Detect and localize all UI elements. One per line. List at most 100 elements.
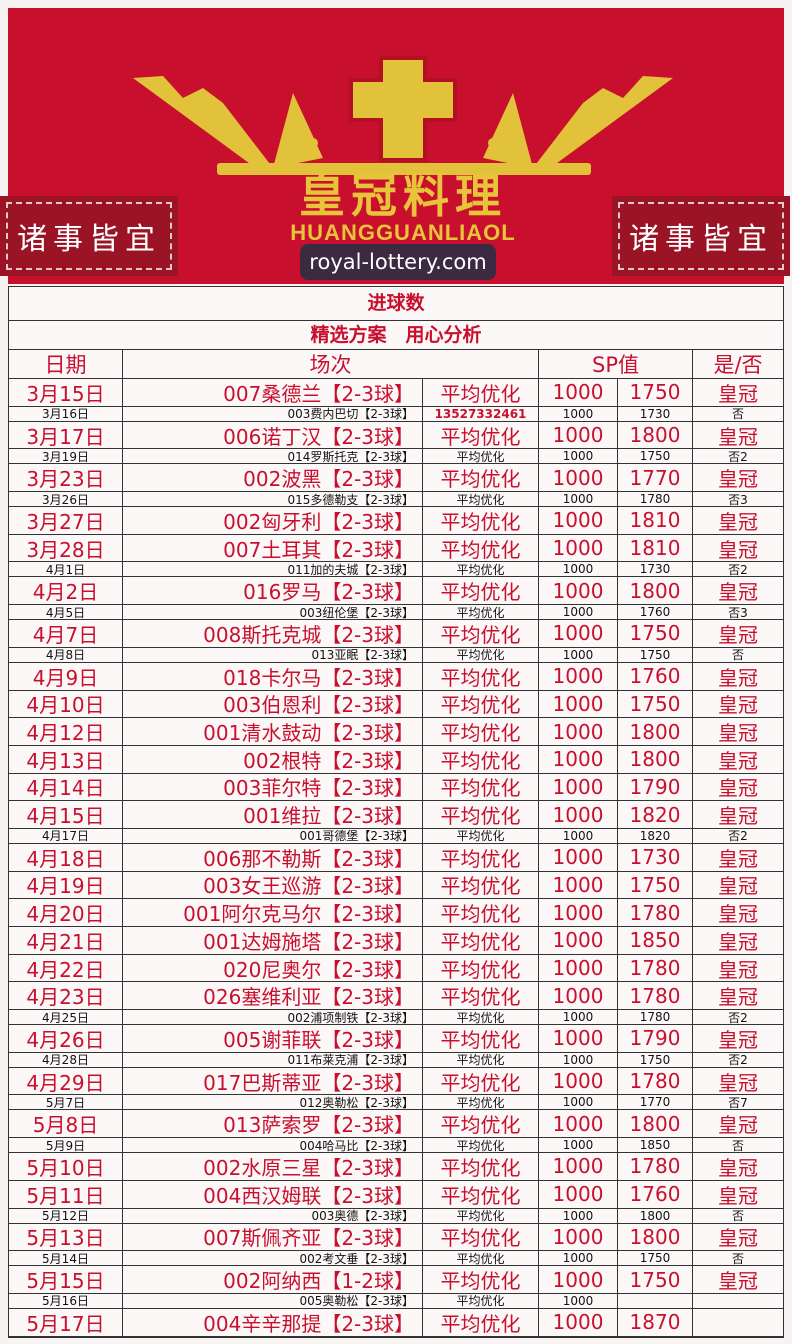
cell-result: 否 [731, 1209, 744, 1223]
cell-match: 002水原三星【2-3球】 [123, 1153, 423, 1180]
cell-note: 平均优化 [423, 801, 539, 828]
cell-match: 018卡尔马【2-3球】 [123, 662, 423, 690]
cell-note: 平均优化 [423, 507, 539, 534]
cell-result: 否2 [728, 449, 748, 464]
cell-sp2: 1800 [618, 1223, 693, 1251]
cell-result: 皇冠 [718, 776, 758, 801]
cell-sp2: 1810 [618, 534, 693, 562]
cell-sp2: 1770 [618, 1095, 693, 1110]
table-row: 4月25日 002浦项制铁【2-3球】 平均优化 1000 1780 否2 [9, 1010, 783, 1026]
cell-sp1: 1000 [539, 421, 618, 449]
cell-result: 皇冠 [718, 424, 758, 449]
table-row: 3月23日 002波黑【2-3球】 平均优化 1000 1770 皇冠 [9, 464, 783, 493]
cell-sp1: 1000 [539, 507, 618, 534]
cell-result: 皇冠 [718, 874, 758, 899]
cell-result: 否2 [728, 1010, 748, 1025]
cell-match: 020尼奥尔【2-3球】 [123, 954, 423, 982]
table-row: 5月9日 004哈马比【2-3球】 平均优化 1000 1850 否 [9, 1138, 783, 1154]
cell-result: 否 [731, 1251, 744, 1266]
cell-date: 5月16日 [9, 1293, 123, 1308]
table-row: 4月7日 008斯托克城【2-3球】 平均优化 1000 1750 皇冠 [9, 620, 783, 648]
cell-date: 5月12日 [9, 1208, 123, 1223]
cell-date: 4月5日 [9, 605, 123, 620]
cell-sp2: 1800 [618, 1208, 693, 1223]
cell-date: 3月26日 [9, 492, 123, 507]
cell-result: 皇冠 [718, 985, 758, 1010]
table-row: 4月8日 013亚眠【2-3球】 平均优化 1000 1750 否 [9, 647, 783, 663]
cell-date: 4月12日 [9, 718, 123, 745]
table-row: 5月7日 012奥勒松【2-3球】 平均优化 1000 1770 否7 [9, 1095, 783, 1111]
cell-note: 平均优化 [423, 1293, 539, 1308]
cell-result: 皇冠 [718, 748, 758, 773]
header-sp: SP值 [539, 350, 693, 378]
cell-date: 3月23日 [9, 464, 123, 492]
cell-match: 005谢菲联【2-3球】 [123, 1025, 423, 1052]
table-row: 4月17日 001哥德堡【2-3球】 平均优化 1000 1820 否2 [9, 828, 783, 844]
cell-note: 平均优化 [423, 534, 539, 562]
table-row: 4月28日 011布莱克浦【2-3球】 平均优化 1000 1750 否2 [9, 1052, 783, 1068]
cell-result: 皇冠 [718, 1269, 758, 1293]
cell-note: 平均优化 [423, 562, 539, 577]
cell-date: 4月1日 [9, 562, 123, 577]
cell-sp2: 1800 [618, 1110, 693, 1138]
cell-sp1: 1000 [539, 534, 618, 562]
cell-note: 平均优化 [423, 1308, 539, 1336]
cell-match: 002根特【2-3球】 [123, 745, 423, 773]
cell-date: 5月9日 [9, 1138, 123, 1153]
cell-result: 皇冠 [718, 1113, 758, 1138]
table-row: 3月16日 003费内巴切【2-3球】 13527332461 1000 1730 否 [9, 406, 783, 422]
cell-sp1: 1000 [539, 1025, 618, 1052]
cell-note: 平均优化 [423, 871, 539, 899]
cell-note: 平均优化 [423, 690, 539, 718]
cell-date: 4月10日 [9, 690, 123, 718]
cell-result [693, 1294, 783, 1308]
cell-result: 皇冠 [718, 1070, 758, 1095]
cell-sp1: 1000 [539, 1251, 618, 1266]
cell-date: 3月17日 [9, 421, 123, 449]
cell-note: 平均优化 [423, 1067, 539, 1095]
cell-date: 5月14日 [9, 1251, 123, 1266]
cell-sp1: 1000 [539, 1138, 618, 1153]
cell-note: 平均优化 [423, 464, 539, 492]
cell-date: 4月14日 [9, 773, 123, 801]
cell-sp1: 1000 [539, 801, 618, 828]
cell-sp1: 1000 [539, 1095, 618, 1110]
cell-date: 5月8日 [9, 1110, 123, 1138]
cell-sp2: 1870 [618, 1308, 693, 1336]
cell-sp2: 1770 [618, 464, 693, 492]
cell-sp1: 1000 [539, 1293, 618, 1308]
cell-sp2: 1780 [618, 982, 693, 1010]
cell-result: 否 [731, 1138, 744, 1153]
cell-note: 平均优化 [423, 1095, 539, 1110]
table-row: 5月10日 002水原三星【2-3球】 平均优化 1000 1780 皇冠 [9, 1153, 783, 1181]
cell-sp1: 1000 [539, 1153, 618, 1180]
cell-sp1: 1000 [539, 828, 618, 843]
cell-sp2: 1780 [618, 899, 693, 926]
cell-result: 皇冠 [718, 1155, 758, 1180]
cell-note: 平均优化 [423, 620, 539, 647]
cell-result: 皇冠 [718, 537, 758, 562]
cell-note: 平均优化 [423, 982, 539, 1010]
cell-sp2: 1760 [618, 605, 693, 620]
cell-result: 皇冠 [718, 957, 758, 982]
cell-match: 011布莱克浦【2-3球】 [123, 1052, 423, 1067]
cell-date: 4月2日 [9, 577, 123, 605]
cell-sp1: 1000 [539, 1110, 618, 1138]
cell-result: 皇冠 [718, 1226, 758, 1251]
banner-title: 皇冠料理 [299, 169, 507, 223]
cell-sp1: 1000 [539, 690, 618, 718]
cell-match: 016罗马【2-3球】 [123, 577, 423, 605]
table-row: 4月22日 020尼奥尔【2-3球】 平均优化 1000 1780 皇冠 [9, 954, 783, 983]
cell-note: 平均优化 [423, 828, 539, 843]
cell-date: 4月28日 [9, 1052, 123, 1067]
cell-result: 否7 [728, 1095, 748, 1110]
side-label-left-text: 诸事皆宜 [6, 202, 172, 270]
cell-sp2: 1750 [618, 620, 693, 647]
cell-sp2: 1820 [618, 801, 693, 828]
cell-sp2: 1780 [618, 1153, 693, 1180]
crown-icon [133, 56, 673, 175]
cell-date: 4月18日 [9, 843, 123, 871]
cell-sp1: 1000 [539, 1266, 618, 1293]
table-row: 4月2日 016罗马【2-3球】 平均优化 1000 1800 皇冠 [9, 577, 783, 606]
cell-match: 013亚眠【2-3球】 [123, 647, 423, 662]
